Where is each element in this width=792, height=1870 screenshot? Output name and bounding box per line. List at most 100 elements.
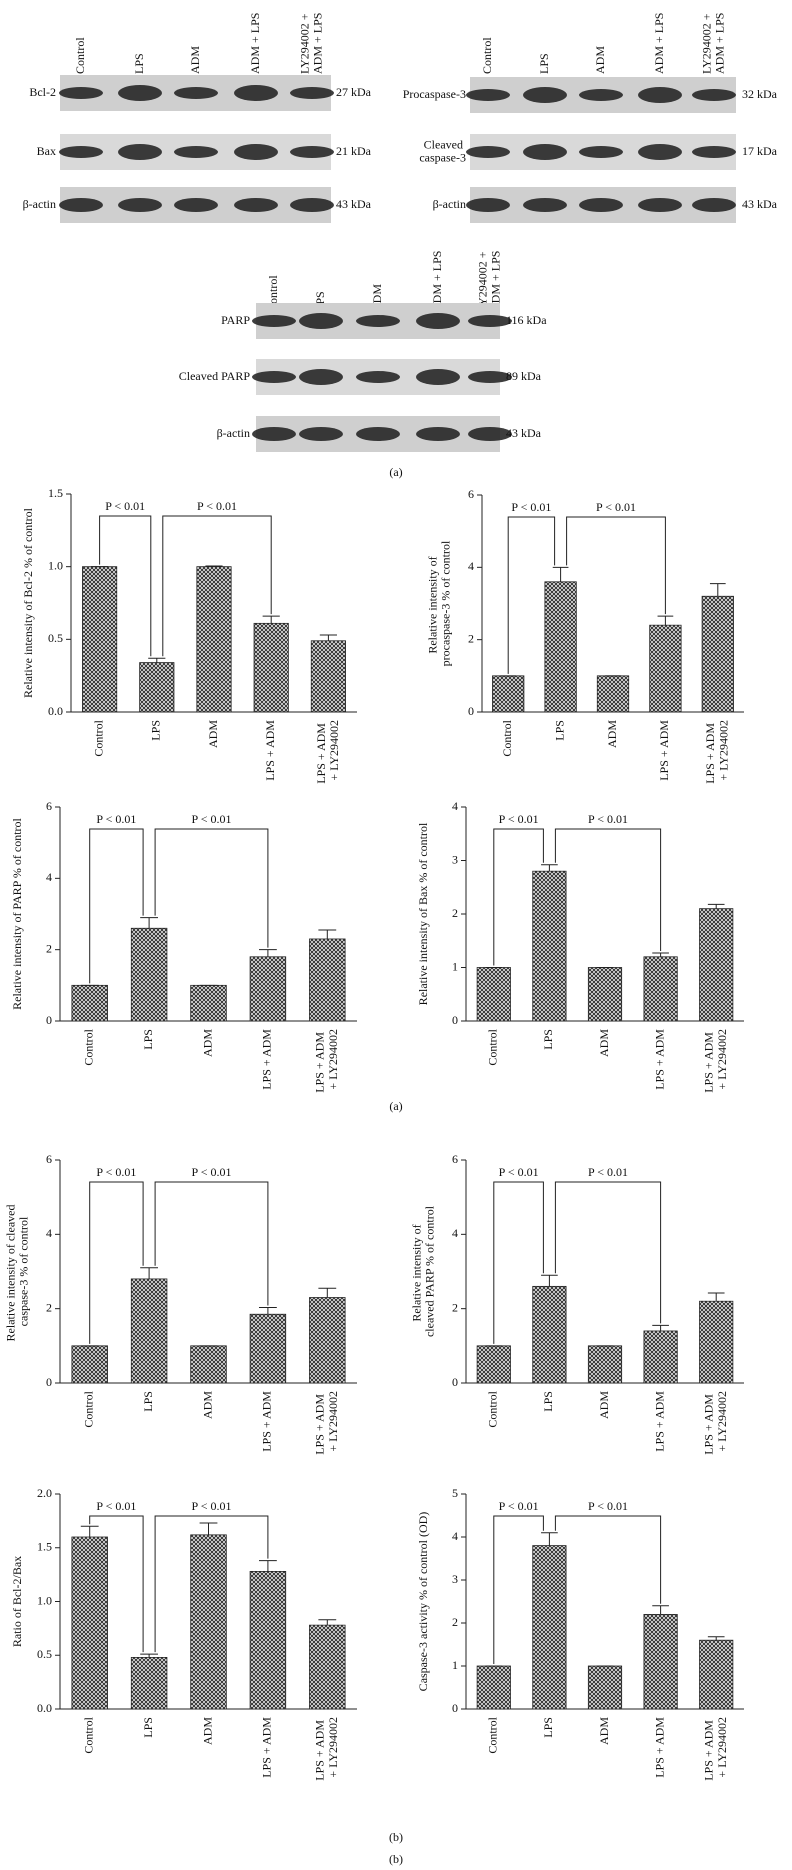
blot-band [252,315,296,327]
blot-band [59,198,103,212]
y-tick-label: 1.0 [48,558,63,572]
bar [701,595,734,713]
text-line: LY294002 + [475,248,489,312]
row-label: Bax [37,144,56,158]
blot-band [468,371,512,383]
row-label: Procaspase-3 [403,87,466,101]
y-tick-label: 0 [452,1375,458,1389]
error-bar [541,864,558,872]
significance-bracket [154,1515,269,1653]
significance-bracket [493,828,544,966]
size-label: 21 kDa [336,144,372,158]
lane-label: Control [73,37,87,74]
blot-band [234,198,278,212]
significance-bracket [554,828,662,952]
lane-label: Control [266,275,280,312]
text-line: LY294002 + [297,10,311,74]
blot-band [252,371,296,383]
row-label: β-actin [217,426,250,440]
y-axis-label: Ratio of Bcl-2/Bax [10,1556,24,1647]
y-tick-label: 2 [468,631,474,645]
text-line: LPS + ADM [312,1391,326,1455]
text-line: + LY294002 [326,1717,340,1778]
y-tick-label: 1.5 [37,1540,52,1554]
x-tick-label: LPS + ADM + LY294002 [312,1029,339,1093]
error-bar [707,1292,725,1302]
lane-label: ADM + LPS [248,13,262,74]
size-label: 43 kDa [506,426,542,440]
text-line: + LY294002 [715,1391,729,1452]
significance-label: P < 0.01 [96,1165,136,1179]
blot-band [174,87,218,99]
lane-label: Control [480,37,494,74]
x-tick-label: LPS + ADM + LY294002 [701,1029,728,1093]
y-axis-label: Relative intensity of PARP % of control [10,817,24,1009]
significance-label: P < 0.01 [96,812,136,826]
y-tick-label: 0.5 [37,1647,52,1661]
y-tick-label: 4 [46,870,52,884]
significance-label: P < 0.01 [499,812,539,826]
size-label: 32 kDa [742,87,778,101]
y-tick-label: 1 [452,959,458,973]
significance-bracket [89,1181,144,1344]
lane-label: LY294002 + ADM + LPS [699,10,726,74]
y-tick-label: 0 [468,704,474,718]
blot-band [579,198,623,212]
lane-label: LY294002 + ADM + LPS [475,248,502,312]
x-tick-label: LPS [541,1717,555,1738]
text-line: + LY294002 [326,1391,340,1452]
error-bar [652,1605,669,1615]
error-bar [707,903,725,909]
y-tick-label: 4 [46,1226,52,1240]
blot-band [299,427,343,441]
bar [476,1345,511,1384]
bar [699,1300,734,1384]
blot-band [468,315,512,327]
text-line: LY294002 + [699,10,713,74]
blot-band [299,313,343,329]
size-label: 89 kDa [506,369,542,383]
blot-band [59,87,103,99]
text-line: LPS + ADM [703,720,717,784]
lane-label: ADM [593,46,607,74]
error-bar [552,566,569,582]
size-label: 43 kDa [336,197,372,211]
bar [643,1614,678,1710]
x-tick-label: LPS + ADM [260,1391,274,1452]
blot-band [299,369,343,385]
y-axis-label: Relative intensity of Bcl-2 % of control [21,507,35,698]
significance-bracket [493,1181,544,1344]
x-tick-label: Control [81,1716,95,1753]
significance-bracket [89,1515,144,1653]
y-tick-label: 2 [46,941,52,955]
row-label: β-actin [433,197,466,211]
blot-band [290,87,334,99]
text-line: LPS + ADM [701,1717,715,1781]
error-bar [318,1619,337,1626]
text-line: + LY294002 [326,1029,340,1090]
blot-band [234,144,278,160]
text-line: caspase-3 % of control [16,1216,30,1326]
blot-band [174,198,218,212]
bar [532,870,567,1022]
error-bar [707,1636,725,1641]
blot-band [118,144,162,160]
blot-band [234,85,278,101]
size-label: 116 kDa [506,313,547,327]
significance-label: P < 0.01 [511,500,551,514]
bar [587,1345,623,1384]
size-label: 27 kDa [336,85,372,99]
text-line: LPS + ADM [312,1717,326,1781]
blot-band [466,198,510,212]
error-bar [148,657,166,663]
bar [587,967,623,1022]
error-bar [318,929,337,939]
y-tick-label: 3 [452,852,458,866]
blot-band [466,89,510,101]
x-tick-label: LPS + ADM + LY294002 [701,1391,728,1455]
error-bar [258,949,277,957]
error-bar [140,917,159,929]
lane-label: LPS [537,53,551,74]
panel-label: (b) [389,1852,403,1866]
bar [643,1330,678,1384]
